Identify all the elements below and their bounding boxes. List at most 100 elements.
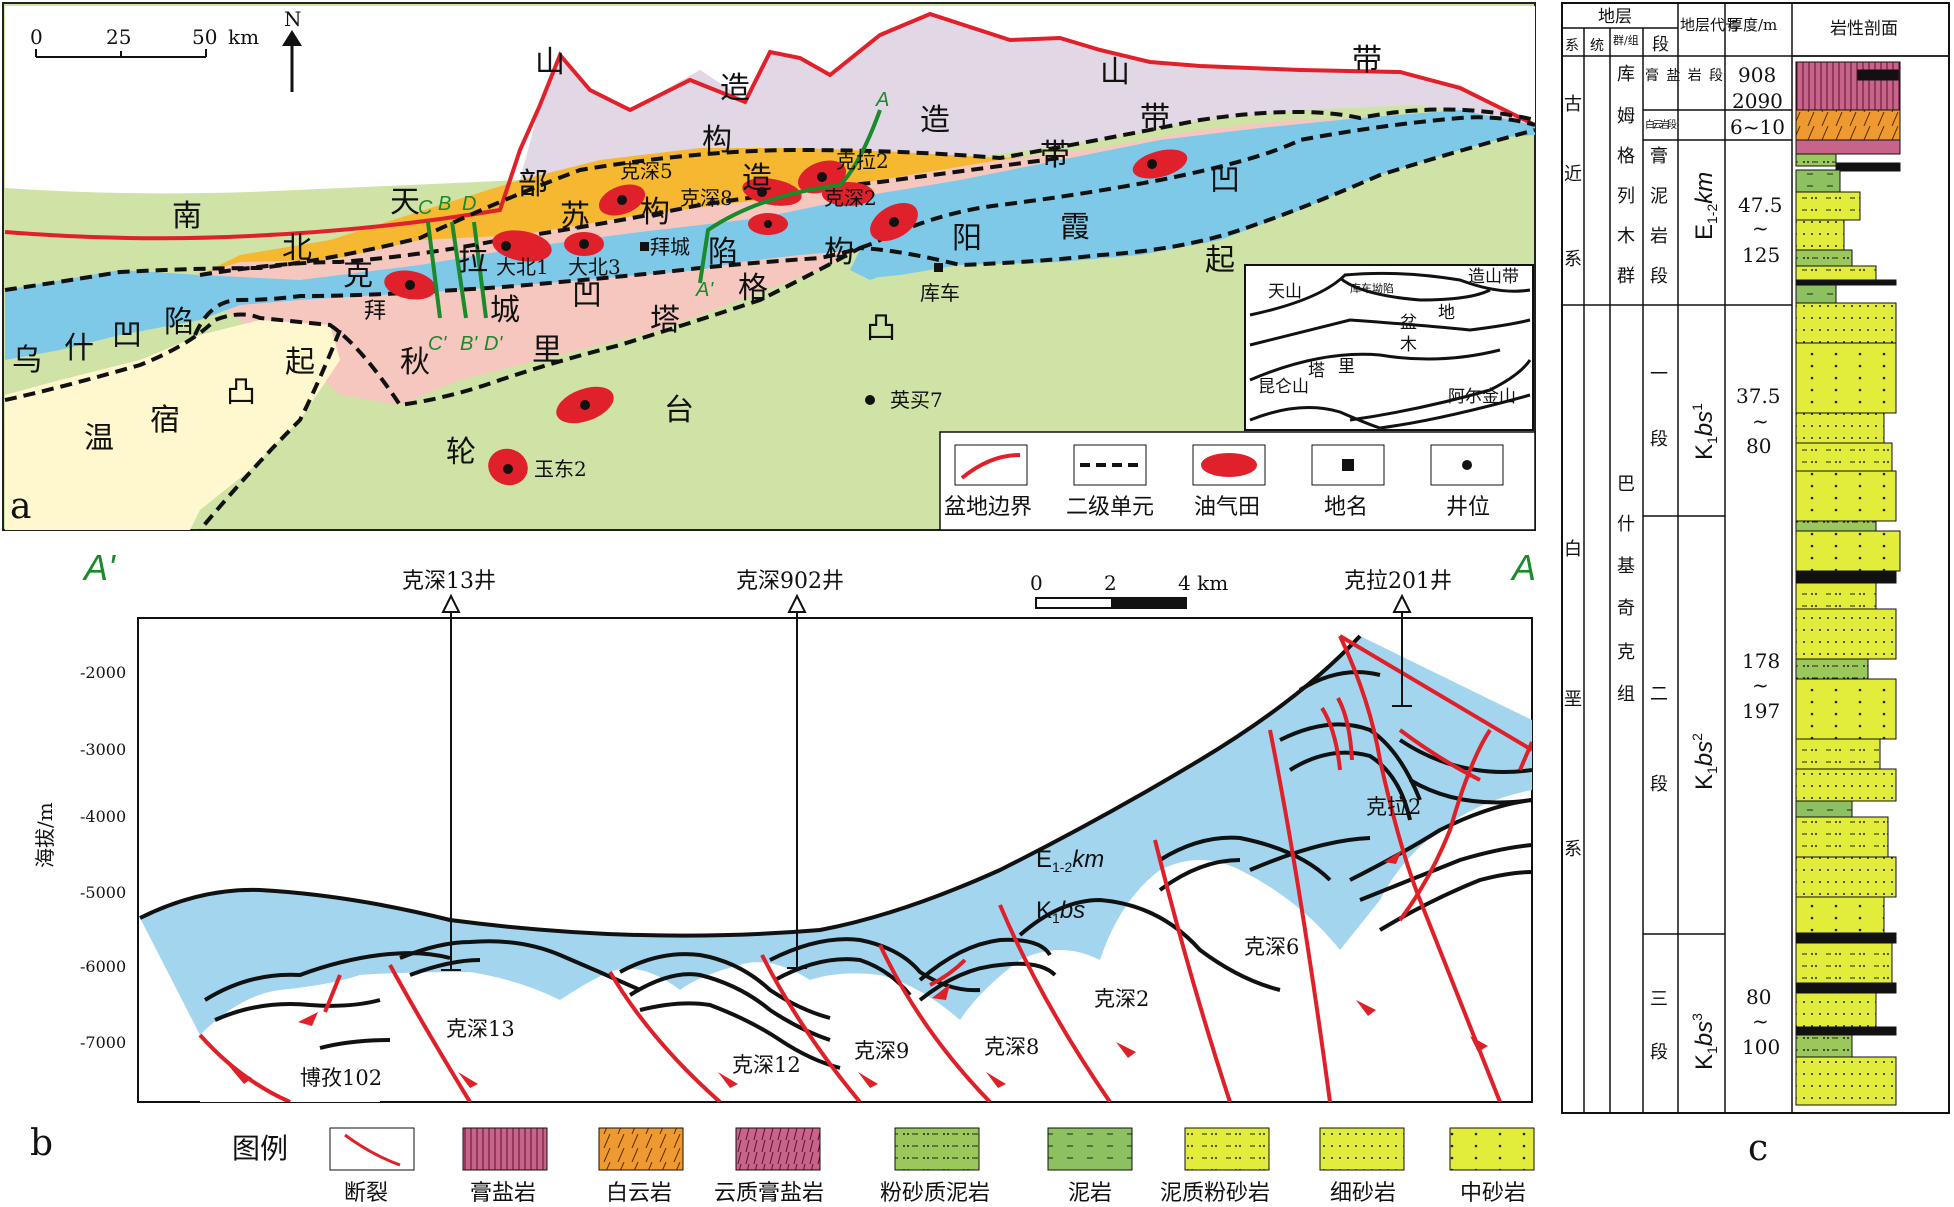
fault-arrows xyxy=(228,850,1488,1088)
lg-dolo: 白云岩 xyxy=(606,1181,672,1206)
svg-text:K1bs1: K1bs1 xyxy=(1689,403,1720,460)
mem-3a: 膏 xyxy=(1650,145,1668,167)
legend-well-icon xyxy=(1462,460,1472,470)
lithology-column xyxy=(1795,61,1901,1106)
ytick-6000: -6000 xyxy=(80,957,126,976)
b-A-right: A xyxy=(1510,547,1536,588)
inset-altun: 阿尔金山 xyxy=(1448,387,1516,407)
place-dabei1: 大北1 xyxy=(496,255,549,279)
panel-a-label: a xyxy=(10,486,31,527)
grp-4: 木 xyxy=(1617,226,1635,247)
panel-a-map: C B D C' B' D' A' A 山 造 山 带 构 造 带 南 天 北 … xyxy=(2,2,1536,532)
svg-text:E1-2km: E1-2km xyxy=(1691,172,1720,240)
panel-b-label: b xyxy=(30,1123,53,1164)
th-178: 178 xyxy=(1742,649,1780,673)
sec-Dp: D' xyxy=(484,333,503,355)
lbl-26: 拜 xyxy=(364,299,386,324)
legend-well-label: 井位 xyxy=(1446,495,1490,520)
hdr-duan: 段 xyxy=(1652,35,1669,55)
s-scale-2: 2 xyxy=(1104,571,1117,595)
lbl-14: 带 xyxy=(1040,138,1070,173)
lbl-37: 秋 xyxy=(400,345,430,380)
ytick-5000: -5000 xyxy=(80,883,126,902)
inset-kunlun: 昆仑山 xyxy=(1258,377,1309,397)
panel-b-section: A' A 克深13井 克深902井 克拉201井 0 2 4 km xyxy=(30,547,1536,1206)
legend-field-icon xyxy=(1201,453,1257,477)
lbl-27: 城 xyxy=(490,293,520,328)
grp-2: 格 xyxy=(1617,146,1635,167)
inset-tianshan: 天山 xyxy=(1268,282,1302,302)
lbl-4: 构 xyxy=(702,123,732,158)
legend-unit-label: 二级单元 xyxy=(1066,495,1154,520)
well-paths xyxy=(441,606,1412,971)
grp-7: 什 xyxy=(1617,514,1635,535)
th-t4: ~ xyxy=(1752,1009,1769,1033)
well-label-ks902: 克深902井 xyxy=(736,569,844,594)
grp-1: 姆 xyxy=(1617,106,1635,127)
lbl-19: 霞 xyxy=(1060,210,1090,245)
unit-boundaries xyxy=(4,107,1536,532)
lbl-11: 苏 xyxy=(560,199,590,234)
region-labels: 山 造 山 带 构 造 带 南 天 北 部 苏 构 造 带 克 拉 陷 凹 霞 … xyxy=(12,43,1382,470)
place-dabei3: 大北3 xyxy=(568,255,621,279)
lbl-33: 起 xyxy=(285,345,315,380)
scale-50: 50 xyxy=(192,25,217,49)
svg-text:K1bs: K1bs xyxy=(1036,897,1085,926)
well-icon-ks13 xyxy=(441,593,461,613)
svg-text:E1-2km: E1-2km xyxy=(1036,846,1104,875)
grp-3: 列 xyxy=(1617,186,1635,207)
lbl-25: 陷 xyxy=(164,305,194,340)
orogen-belt xyxy=(520,12,1535,185)
section-lines xyxy=(426,109,882,319)
lbl-18: 凹 xyxy=(1210,163,1240,198)
sec-Ap: A' xyxy=(695,279,714,301)
panel-c-column: 地层 系 统 群/组 段 地层代号 厚度/m 岩性剖面 古 近 系 白 垩 系 … xyxy=(1561,2,1950,1169)
th-125: 125 xyxy=(1742,243,1780,267)
lbl-35: 宿 xyxy=(150,403,180,438)
s-scale-4: 4 km xyxy=(1178,571,1228,595)
legend-title: 图例 xyxy=(232,1132,288,1165)
section-scale: 0 2 4 km xyxy=(1030,571,1228,609)
kuche-marker xyxy=(934,263,943,272)
lbl-40: 轮 xyxy=(446,435,476,470)
lbl-5: 造 xyxy=(920,103,950,138)
sec-Bp: B' xyxy=(460,333,478,355)
legend-field-label: 油气田 xyxy=(1194,495,1260,520)
legend-boundary-icon xyxy=(960,453,1021,480)
grp-11: 组 xyxy=(1617,684,1635,705)
place-kuche: 库车 xyxy=(920,281,960,305)
ytick-3000: -3000 xyxy=(80,740,126,759)
lbl-8: 天 xyxy=(390,185,420,220)
svg-text:K1bs2: K1bs2 xyxy=(1689,733,1720,790)
lbl-13: 造 xyxy=(742,161,772,196)
th-6-10: 6~10 xyxy=(1730,115,1785,139)
lg-dgyp: 云质膏盐岩 xyxy=(714,1181,824,1206)
wensu-uplift xyxy=(5,320,340,530)
lbl-29: 塔 xyxy=(650,303,680,338)
yangxia-sag xyxy=(860,115,1535,278)
litho-legend: 图例 断裂 膏盐岩 白云岩 云质膏盐岩 粉砂质泥岩 泥岩 泥质粉砂岩 细砂岩 中… xyxy=(232,1127,1535,1206)
mem-6b: 段 xyxy=(1650,1042,1668,1063)
well-icon-ks902 xyxy=(787,593,807,613)
sec-Cp: C' xyxy=(428,333,447,355)
unit-labels: E1-2km K1bs xyxy=(1036,846,1104,926)
scale-25: 25 xyxy=(106,25,131,49)
hdr-xi: 系 xyxy=(1565,38,1579,54)
st-ks2: 克深2 xyxy=(1094,987,1149,1011)
mem-3c: 岩 xyxy=(1650,226,1668,247)
lbl-10: 部 xyxy=(518,167,548,202)
sys-bai: 白 xyxy=(1564,539,1582,560)
sys-xi1: 系 xyxy=(1564,249,1582,270)
y-axis: -2000 -3000 -4000 -5000 -6000 -7000 xyxy=(80,663,126,1052)
svg-text:K1bs3: K1bs3 xyxy=(1689,1013,1720,1070)
th-37: 37.5 xyxy=(1736,384,1781,408)
place-yudong2: 玉东2 xyxy=(534,457,587,481)
inset-ta: 塔 xyxy=(1308,361,1325,381)
mem-3d: 段 xyxy=(1650,266,1668,287)
lbl-39: 台 xyxy=(664,393,694,428)
th-2090: 2090 xyxy=(1732,89,1783,113)
place-names: 克拉2 克深5 克深8 克深2 大北1 大北3 拜城 库车 英买7 玉东2 xyxy=(496,149,960,481)
lbl-22: 乌 xyxy=(12,343,42,378)
lbl-9: 北 xyxy=(282,231,312,266)
